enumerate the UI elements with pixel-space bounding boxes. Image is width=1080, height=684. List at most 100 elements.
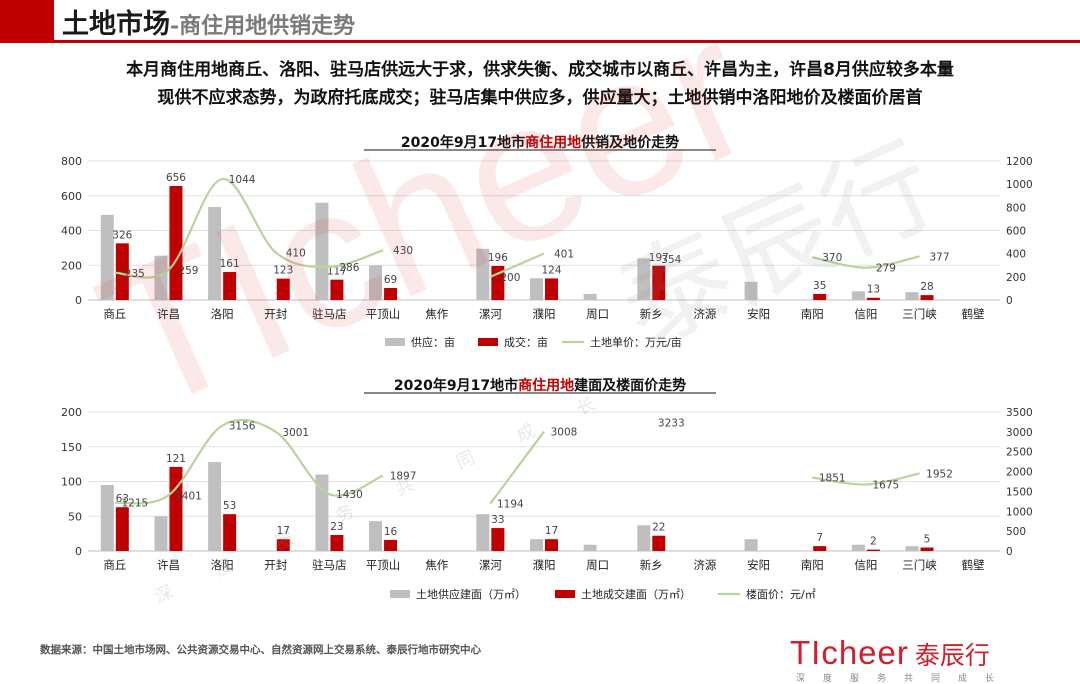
header-divider [0,40,1080,43]
bar-supply [583,544,597,551]
legend-label-deal: 土地成交建面（万㎡） [581,587,691,601]
bar-deal [920,295,934,300]
bar-supply [851,291,865,300]
chart-title-suffix: 建面及楼面价走势 [574,377,686,394]
data-source: 数据来源：中国土地市场网、公共资源交易中心、自然资源网上交易系统、泰辰行地市研究… [40,644,481,656]
bar-supply [369,521,383,551]
bar-label: 117 [327,266,347,278]
bar-supply [100,484,114,551]
x-tick-label: 济源 [693,558,716,572]
bar-deal [223,514,237,551]
summary-text: 本月商住用地商丘、洛阳、驻马店供远大于求，供求失衡、成交城市以商丘、许昌为主，许… [0,56,1080,112]
x-tick-label: 许昌 [157,307,180,321]
chart-area-floorprice: 2020年9月17地市商住用地建面及楼面价走势05010015020005001… [61,377,1033,601]
page-title-main: 土地市场 [62,9,170,40]
logo-slogan: 深度服务共同成长 [796,674,1013,684]
legend-label-deal: 成交：亩 [504,335,548,349]
bar-label: 23 [330,521,343,533]
x-tick-label: 驻马店 [312,558,347,572]
x-tick-label: 漯河 [479,558,502,572]
bar-deal [813,546,827,551]
x-tick-label: 周口 [586,558,609,572]
x-tick-label: 开封 [264,558,287,572]
price-line [489,430,545,505]
bar-label: 22 [652,522,665,534]
x-tick-label: 平顶山 [366,558,401,572]
x-tick-label: 商丘 [103,307,126,321]
legend-label-supply: 供应：亩 [411,335,455,349]
bar-label: 35 [813,280,826,292]
chart-title-prefix: 2020年9月17地市 [401,134,525,151]
bar-supply [154,516,168,551]
legend-swatch-deal [555,590,575,598]
y2-tick-label: 1000 [1006,506,1033,518]
x-tick-label: 新乡 [640,558,663,572]
y2-tick-label: 3000 [1006,427,1033,439]
bar-supply [476,514,490,551]
bar-supply [744,281,758,300]
x-tick-label: 三门峡 [902,558,937,572]
bar-supply [905,546,919,551]
header-red-block [0,0,54,40]
bar-label: 123 [273,265,293,277]
line-label: 3001 [282,427,309,439]
bar-deal [276,539,290,551]
chart-title-highlight: 商住用地 [525,134,581,151]
x-tick-label: 鹤壁 [962,558,985,572]
legend-swatch-supply [390,590,410,598]
x-tick-label: 南阳 [801,307,824,321]
line-label: 200 [500,272,520,284]
bar-supply [637,525,651,551]
x-tick-label: 焦作 [425,558,448,572]
y-tick-label: 100 [61,476,82,489]
chart-title-prefix: 2020年9月17地市 [394,377,518,394]
y2-tick-label: 500 [1006,526,1026,538]
bar-label: 196 [488,252,508,264]
bar-label: 121 [166,453,186,465]
bar-label: 2 [870,536,877,548]
line-label: 235 [125,268,145,280]
line-label: 279 [876,263,896,275]
bar-supply [208,207,222,300]
legend-label-price: 土地单价：万元/亩 [590,335,682,349]
bar-supply [100,214,114,300]
y2-tick-label: 2500 [1006,447,1033,459]
x-tick-label: 许昌 [157,558,180,572]
price-line [812,472,920,486]
chart-supply-price: 2020年9月17地市商住用地供销及地价走势 0 200 400 600 800 0 200 4… [61,134,1033,349]
bar-supply [637,258,651,300]
page-title: 土地市场-商住用地供销走势 [62,2,355,41]
chart-title-highlight: 商住用地 [518,377,574,394]
bar-deal [813,293,827,300]
bar-deal [866,549,880,551]
bar-label: 7 [816,532,823,544]
chart-title: 2020年9月17地市商住用地供销及地价走势 [401,134,679,151]
price-line [489,252,545,278]
x-tick-label: 驻马店 [312,307,347,321]
x-tick-label: 平顶山 [366,307,401,321]
bar-supply [369,265,383,300]
price-line [812,255,920,269]
x-tick-label: 洛阳 [211,558,234,572]
y-tick-label: 200 [61,259,82,272]
bar-supply [744,539,758,551]
y-tick-label: 0 [75,545,82,558]
y2-tick-label: 3500 [1006,407,1033,419]
line-label: 1952 [926,468,953,480]
bar-label: 326 [112,229,132,241]
line-label: 1215 [121,498,148,510]
chart-title: 2020年9月17地市商住用地建面及楼面价走势 [394,377,686,394]
bar-label: 656 [166,172,186,184]
bar-deal [866,297,880,300]
legend-label-price: 楼面价：元/㎡ [746,587,816,601]
bar-label: 17 [277,525,290,537]
line-label: 1851 [819,472,846,484]
line-label: 370 [822,252,842,264]
x-tick-label: 濮阳 [533,558,556,572]
bar-label: 16 [384,526,398,538]
bar-deal [276,278,290,300]
bar-label: 124 [541,264,561,276]
x-tick-label: 三门峡 [902,307,937,321]
y2-tick-label: 1000 [1006,179,1033,191]
line-label: 259 [178,265,198,277]
